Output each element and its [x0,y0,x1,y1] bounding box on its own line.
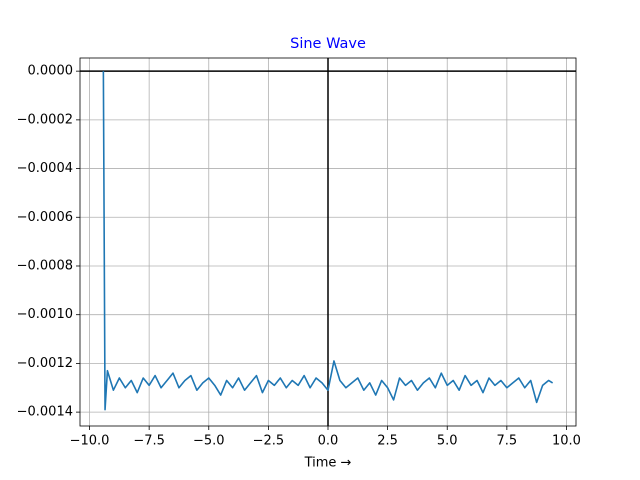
y-tick-label: 0.0000 [28,64,74,79]
x-tick-label: 5.0 [437,434,458,449]
y-tick-label: −0.0012 [17,356,73,371]
x-tick-label: −5.0 [193,434,225,449]
y-tick-label: −0.0006 [17,210,73,225]
y-tick-label: −0.0002 [17,112,73,127]
x-axis-label: Time → [304,456,352,471]
x-tick-label: −7.5 [133,434,165,449]
y-tick-label: −0.0004 [17,161,73,176]
y-tick-label: −0.0010 [17,307,73,322]
y-tick-label: −0.0008 [17,258,73,273]
y-tick-label: −0.0014 [17,405,73,420]
x-tick-label: 7.5 [497,434,518,449]
x-tick-label: 0.0 [318,434,339,449]
x-tick-label: −10.0 [70,434,110,449]
data-line [102,71,554,411]
x-tick-label: 10.0 [552,434,581,449]
chart-title: Sine Wave [290,36,366,52]
plot-frame [79,57,577,427]
x-tick-label: −2.5 [253,434,285,449]
x-tick-label: 2.5 [377,434,398,449]
